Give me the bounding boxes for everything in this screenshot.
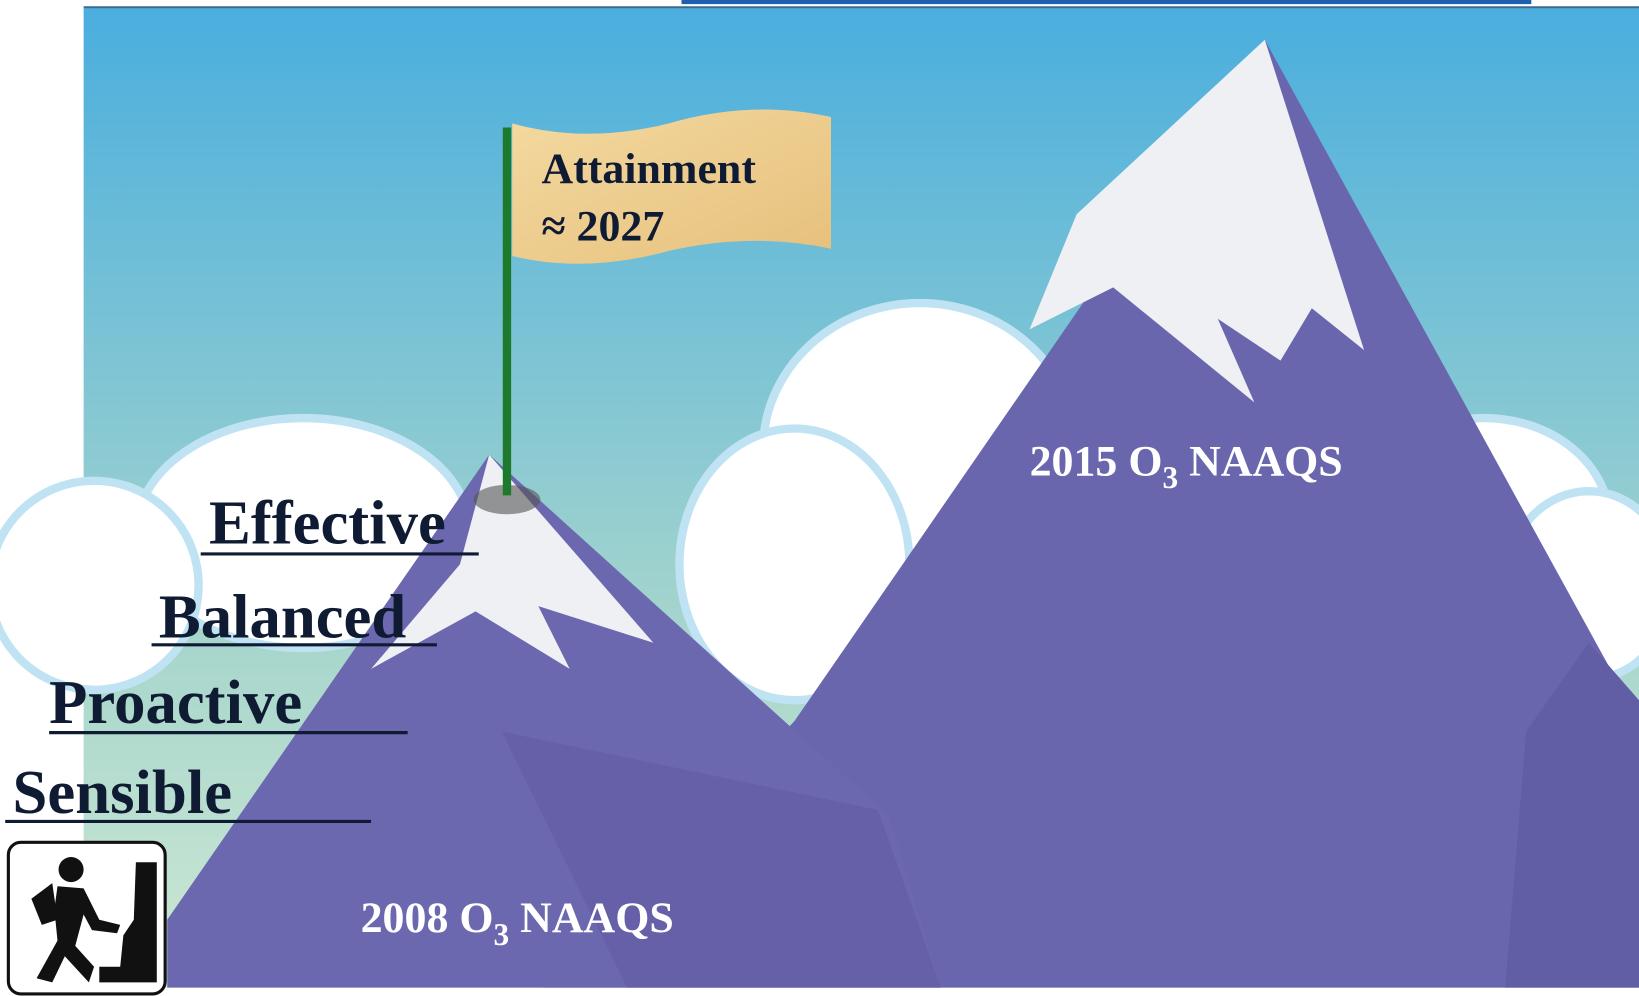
peak-text: NAAQS [1178,438,1343,486]
step-label: Proactive [49,667,302,737]
step-label: Balanced [159,582,406,652]
page: Attainment ≈ 2027 Effective Balanced Pro… [0,0,1639,996]
peak-text: NAAQS [509,894,674,942]
peak-subscript: 3 [493,917,509,952]
slide: Attainment ≈ 2027 Effective Balanced Pro… [0,0,1639,996]
step-label: Sensible [13,757,233,827]
peak-subscript: 3 [1162,460,1178,495]
peak-text: 2015 O [1030,438,1163,486]
hiker-icon [8,842,165,994]
peak-text: 2008 O [361,894,494,942]
flag-line1: Attainment [541,145,756,193]
step-label: Effective [209,487,446,557]
flag-line2: ≈ 2027 [541,202,664,250]
